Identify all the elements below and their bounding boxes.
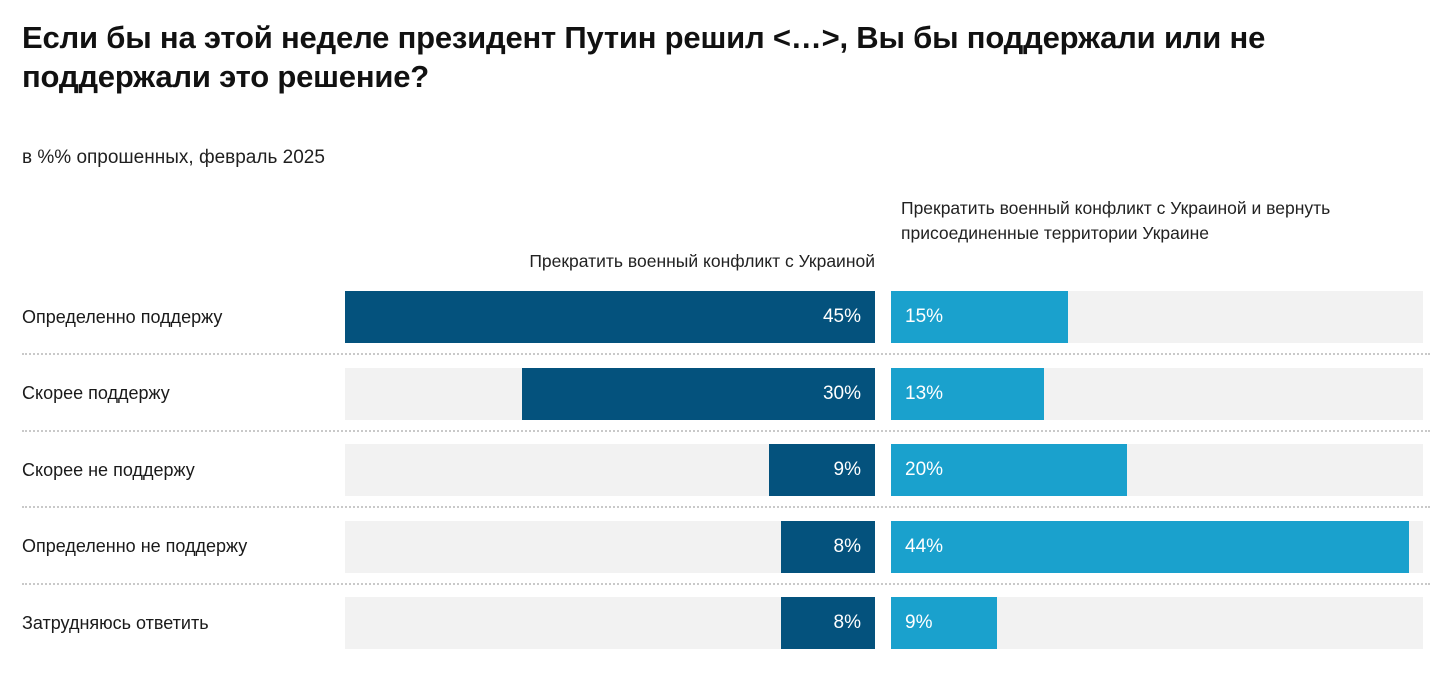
row-divider [22,353,1430,355]
bar-series-2[interactable]: 15% [891,291,1068,343]
chart-row: Затрудняюсь ответить 8% 9% [0,597,1452,674]
chart-rows: Определенно поддержу 45% 15% Скорее поддерж… [0,291,1452,674]
bar-value-label: 8% [833,535,861,557]
bar-value-label: 20% [905,459,944,480]
row-divider [22,429,1430,432]
row-divider [22,582,1430,585]
chart-subtitle: в %% опрошенных, февраль 2025 [22,147,325,168]
bar-series-2[interactable]: 13% [891,367,1045,420]
bar-track-left: 9% [345,444,875,496]
bar-value-label: 45% [822,306,861,327]
bar-series-2[interactable]: 9% [891,597,997,649]
row-category-label: Скорее поддержу [22,383,170,403]
row-divider [22,506,1430,508]
bar-series-1[interactable]: 8% [780,520,875,573]
row-category-label: Определенно поддержу [22,306,223,327]
bar-value-label: 9% [905,612,933,633]
column-header-series-1: Прекратить военный конфликт с Украиной [345,196,875,274]
row-category-label: Затрудняюсь ответить [22,612,209,633]
chart-row: Скорее не поддержу 9% 20% [0,444,1452,521]
bar-track-right: 9% [891,597,1423,649]
chart-row: Скорее поддержу 30% 13% [0,367,1452,445]
column-header-series-2-label: Прекратить военный конфликт с Украиной и… [901,198,1331,243]
bar-track-left: 30% [345,367,875,420]
page-title: Если бы на этой неделе президент Путин р… [22,20,1266,95]
bar-track-right: 44% [891,520,1423,573]
chart-row: Определенно поддержу 45% 15% [0,291,1452,368]
bar-series-2[interactable]: 44% [891,520,1410,573]
bar-track-left: 8% [345,597,875,649]
bar-value-label: 15% [905,306,944,327]
bar-value-label: 8% [833,612,861,633]
bar-series-1[interactable]: 30% [521,367,875,420]
column-header-series-1-label: Прекратить военный конфликт с Украиной [529,251,875,272]
bar-value-label: 30% [822,382,861,404]
bar-track-right: 15% [891,291,1423,343]
bar-value-label: 44% [905,535,944,557]
bar-series-2[interactable]: 20% [891,444,1127,496]
bar-value-label: 9% [833,459,861,480]
chart-row: Определенно не поддержу 8% 44% [0,520,1452,598]
row-category-label: Скорее не поддержу [22,459,195,480]
bar-track-right: 20% [891,444,1423,496]
row-category-label: Определенно не поддержу [22,536,248,556]
column-header-series-2: Прекратить военный конфликт с Украиной и… [901,196,1429,246]
bar-track-right: 13% [891,367,1423,420]
bar-value-label: 13% [905,382,944,404]
bar-series-1[interactable]: 8% [780,597,875,649]
bar-track-left: 8% [345,520,875,573]
bar-series-1[interactable]: 45% [345,291,875,343]
bar-track-left: 45% [345,291,875,343]
bar-series-1[interactable]: 9% [769,444,875,496]
